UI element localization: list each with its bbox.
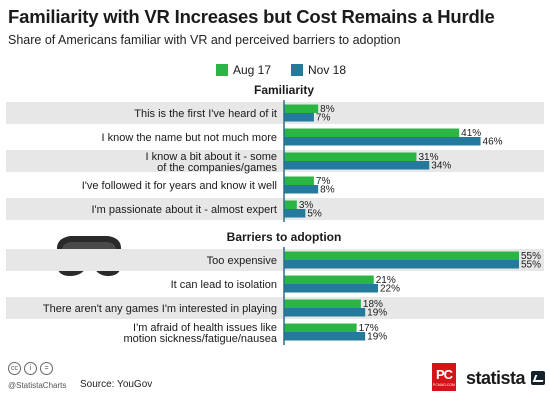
bar-aug17 bbox=[284, 104, 319, 113]
bar-aug17 bbox=[284, 200, 297, 209]
statista-logo: statista bbox=[466, 368, 526, 388]
category-label: I'm afraid of health issues like bbox=[133, 322, 277, 334]
pcmag-logo: PC PCMAG.COM bbox=[432, 363, 456, 391]
pcmag-logo-text: PC bbox=[435, 367, 453, 382]
category-label: There aren't any games I'm interested in… bbox=[43, 303, 277, 315]
value-label: 8% bbox=[320, 104, 335, 115]
group-title: Barriers to adoption bbox=[227, 230, 342, 244]
source-note: Source: YouGov bbox=[80, 379, 153, 390]
legend-swatch-aug17 bbox=[216, 64, 228, 76]
category-label: motion sickness/fatigue/nausea bbox=[124, 333, 278, 345]
attribution-icon: i bbox=[24, 362, 37, 375]
bar-aug17 bbox=[284, 251, 519, 260]
value-label: 55% bbox=[521, 251, 541, 262]
category-label: Too expensive bbox=[207, 255, 277, 267]
value-label: 31% bbox=[418, 152, 438, 163]
value-label: 55% bbox=[521, 260, 541, 271]
value-label: 7% bbox=[316, 176, 331, 187]
pcmag-logo-subtext: PCMAG.COM bbox=[433, 383, 455, 387]
legend-label-nov18: Nov 18 bbox=[308, 63, 347, 77]
statista-handle: @StatistaCharts bbox=[8, 381, 67, 390]
category-label: I know the name but not much more bbox=[102, 132, 277, 144]
bar-nov18 bbox=[284, 308, 366, 317]
value-label: 21% bbox=[376, 275, 396, 286]
bar-nov18 bbox=[284, 209, 306, 218]
legend: Aug 17 Nov 18 bbox=[0, 62, 550, 78]
value-label: 19% bbox=[367, 308, 387, 319]
bar-nov18 bbox=[284, 137, 481, 146]
category-label: I know a bit about it - some bbox=[146, 151, 277, 163]
bar-aug17 bbox=[284, 176, 314, 185]
value-label: 22% bbox=[380, 284, 400, 295]
value-label: 5% bbox=[307, 209, 322, 220]
category-label: I'm passionate about it - almost expert bbox=[91, 204, 277, 216]
value-label: 19% bbox=[367, 332, 387, 343]
value-label: 46% bbox=[483, 137, 503, 148]
value-label: 18% bbox=[363, 299, 383, 310]
row-band bbox=[6, 198, 544, 220]
category-label: of the companies/games bbox=[157, 162, 277, 174]
value-label: 3% bbox=[299, 200, 314, 211]
bar-nov18 bbox=[284, 260, 519, 269]
bar-aug17 bbox=[284, 128, 460, 137]
bar-nov18 bbox=[284, 332, 366, 341]
no-derivatives-icon: = bbox=[40, 362, 53, 375]
bar-nov18 bbox=[284, 185, 319, 194]
legend-label-aug17: Aug 17 bbox=[233, 63, 272, 77]
value-label: 41% bbox=[461, 128, 481, 139]
statista-logo-icon bbox=[531, 371, 545, 385]
bar-aug17 bbox=[284, 152, 417, 161]
value-label: 17% bbox=[359, 323, 379, 334]
category-label: This is the first I've heard of it bbox=[134, 108, 277, 120]
value-label: 34% bbox=[431, 161, 451, 172]
value-label: 8% bbox=[320, 185, 335, 196]
value-label: 7% bbox=[316, 113, 331, 124]
chart-subtitle: Share of Americans familiar with VR and … bbox=[8, 33, 401, 47]
bar-aug17 bbox=[284, 323, 357, 332]
bar-nov18 bbox=[284, 113, 314, 122]
group-title: Familiarity bbox=[254, 83, 314, 97]
category-label: It can lead to isolation bbox=[171, 279, 277, 291]
cc-license-icon: cc bbox=[8, 362, 21, 375]
bar-nov18 bbox=[284, 284, 378, 293]
legend-swatch-nov18 bbox=[291, 64, 303, 76]
row-band bbox=[6, 102, 544, 124]
category-label: I've followed it for years and know it w… bbox=[82, 180, 277, 192]
chart-title: Familiarity with VR Increases but Cost R… bbox=[8, 6, 495, 27]
row-band bbox=[6, 297, 544, 319]
bar-nov18 bbox=[284, 161, 430, 170]
bar-aug17 bbox=[284, 299, 361, 308]
bar-aug17 bbox=[284, 275, 374, 284]
